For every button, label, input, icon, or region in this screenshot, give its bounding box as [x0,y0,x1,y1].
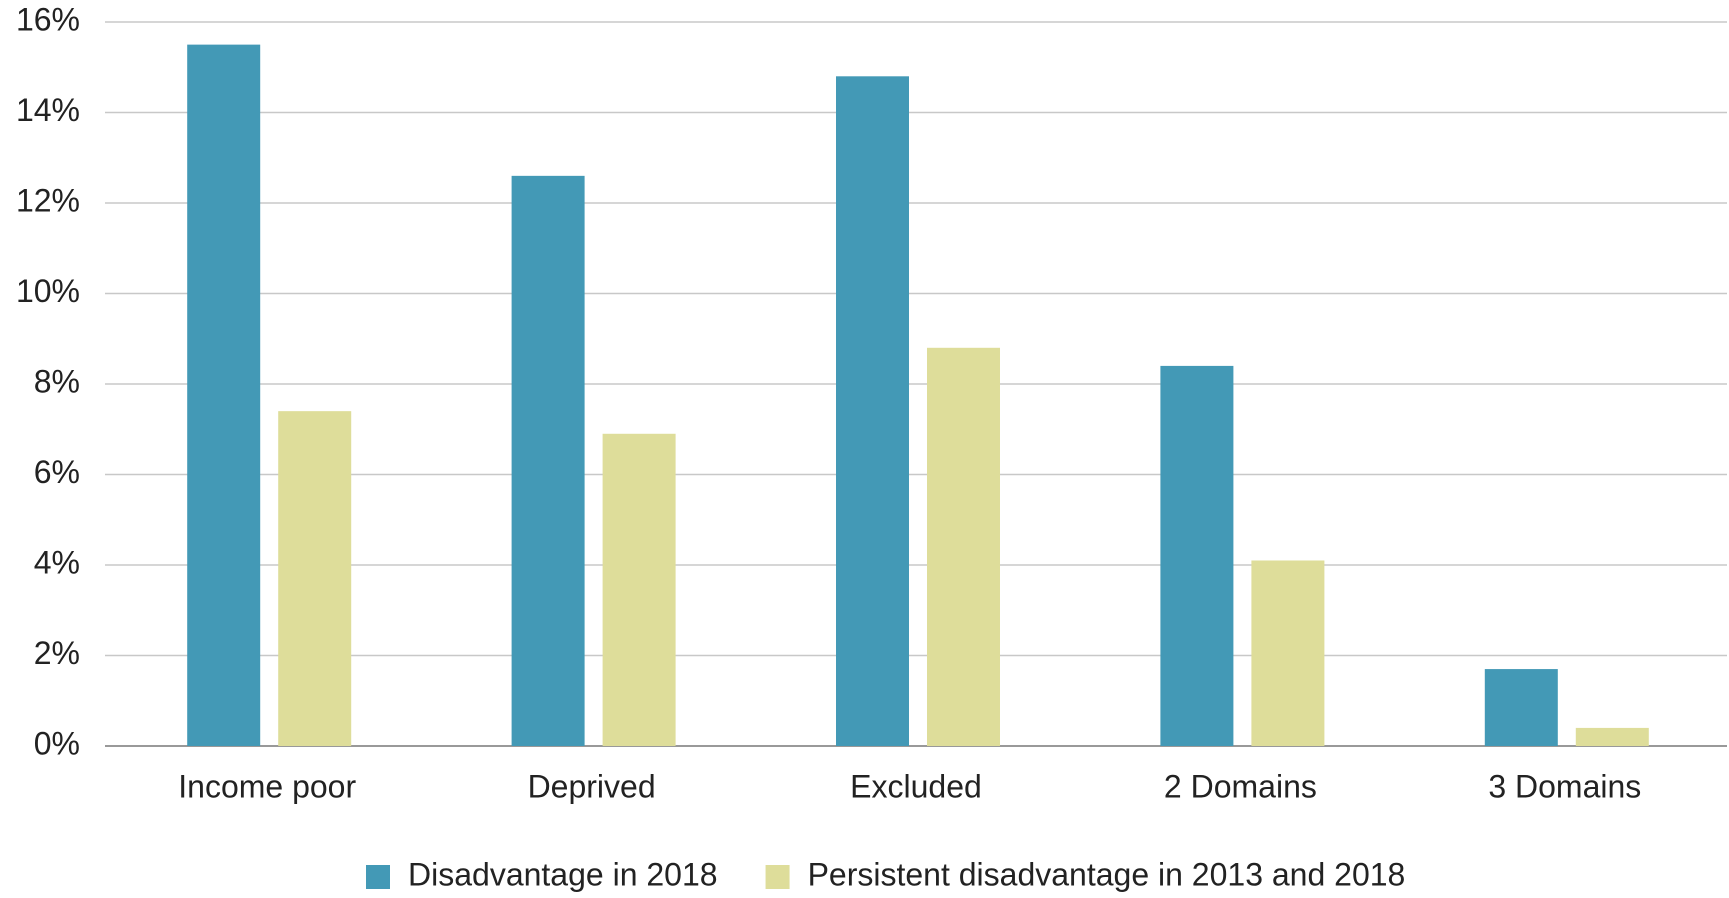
y-tick-label: 14% [16,92,80,128]
x-tick-label: 3 Domains [1488,768,1641,804]
y-tick-label: 12% [16,182,80,218]
bar [278,411,352,746]
bar [1575,727,1649,746]
bar [1160,365,1234,746]
legend-swatch [765,865,790,889]
bar [187,44,261,746]
y-tick-label: 6% [34,454,80,490]
bar [1251,560,1325,746]
bar [836,76,909,747]
bar [927,347,1000,746]
x-tick-label: 2 Domains [1164,768,1317,804]
y-tick-label: 16% [16,1,80,37]
bar [1484,669,1558,746]
y-tick-label: 0% [34,725,80,761]
y-tick-label: 4% [34,544,80,580]
legend-label: Persistent disadvantage in 2013 and 2018 [808,856,1406,892]
x-tick-label: Income poor [178,768,356,804]
y-tick-label: 10% [16,273,80,309]
bar [602,433,676,746]
x-tick-label: Excluded [850,768,982,804]
legend-swatch [366,865,390,889]
y-tick-label: 8% [34,363,80,399]
legend-label: Disadvantage in 2018 [408,856,718,892]
x-tick-label: Deprived [528,768,656,804]
y-tick-label: 2% [34,635,80,671]
bar [511,175,585,747]
